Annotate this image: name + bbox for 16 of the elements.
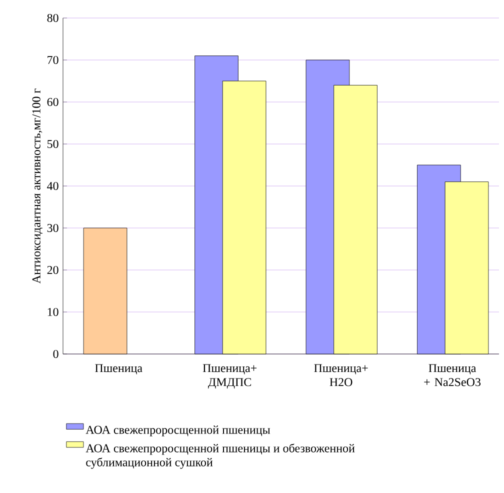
legend-label: АОА свежепроросщенной пшеницы: [86, 426, 270, 436]
x-tick-label: Пшеница: [95, 364, 142, 374]
y-tick-label: 10: [48, 308, 58, 316]
y-axis-title: Антиоксидантная активность,мг/100 г: [32, 88, 43, 284]
y-tick-label: 70: [48, 56, 58, 64]
y-tick-label: 40: [47, 182, 58, 190]
y-tick-label: 50: [47, 140, 58, 148]
legend-label: АОА свежепроросщенной пшеницы и обезвоженной сублимационной сушкой: [86, 444, 355, 469]
y-tick-label: 20: [47, 266, 58, 274]
x-tick-label: Пшеница + Na2SeO3: [424, 364, 481, 386]
x-tick-label: Пшеница+ ДМДПС: [202, 364, 257, 389]
y-tick-label: 80: [47, 14, 58, 22]
y-tick-label: 60: [47, 98, 58, 106]
y-tick-label: 0: [53, 350, 58, 358]
y-tick-label: 30: [47, 224, 58, 232]
x-tick-label: Пшеница+ H2O: [314, 364, 368, 386]
